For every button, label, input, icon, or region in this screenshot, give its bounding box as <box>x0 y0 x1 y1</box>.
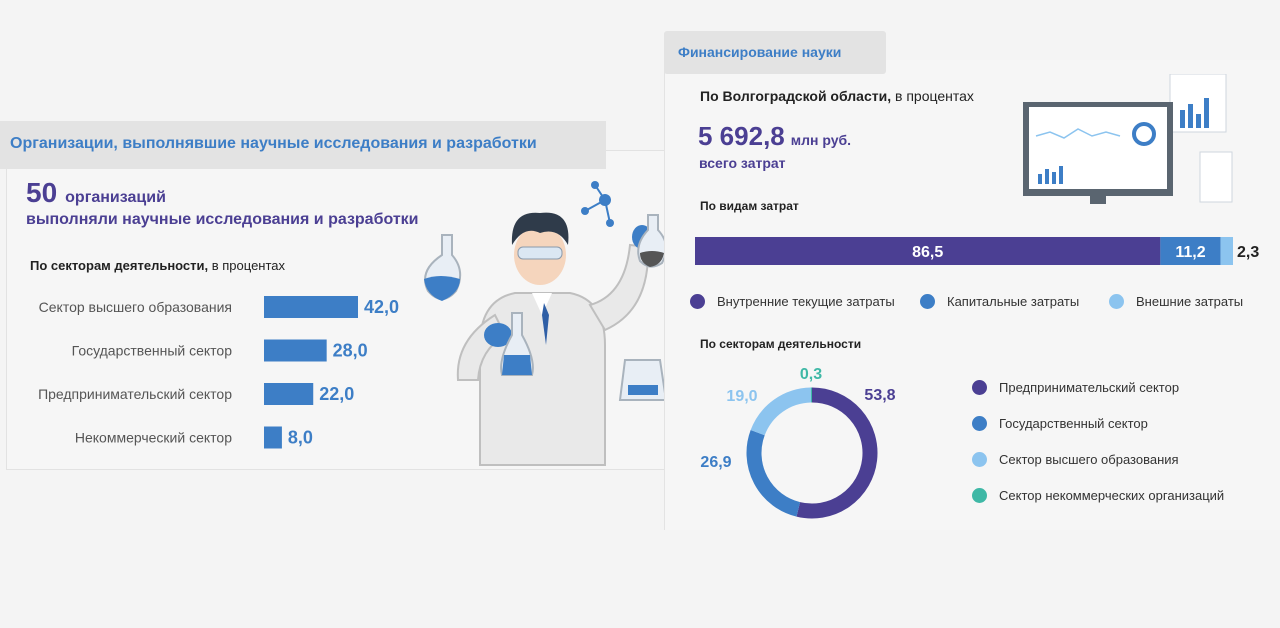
legend-item-nonprofit-sector: Сектор некоммерческих организаций <box>972 488 1224 503</box>
region-subtitle-bold: По Волгоградской области, <box>700 88 892 104</box>
org-count-unit: организаций <box>65 189 166 206</box>
monitor-illustration <box>1023 74 1233 204</box>
sectors-chart-title-rest: в процентах <box>208 258 286 273</box>
research-orgs-title-bar: Организации, выполнявшие научные исследо… <box>0 121 606 169</box>
legend-item-external-costs: Внешние затраты <box>1109 294 1243 309</box>
org-count-subtitle: выполняли научные исследования и разрабо… <box>26 211 419 228</box>
legend-label-external-costs: Внешние затраты <box>1136 294 1244 309</box>
legend-dot-business-sector <box>972 380 987 395</box>
sectors-chart-title-bold: По секторам деятельности, <box>30 258 209 273</box>
total-spending-subtitle: всего затрат <box>699 155 786 171</box>
total-spending-unit: млн руб. <box>790 132 852 148</box>
region-subtitle-rest: в процентах <box>891 88 974 104</box>
legend-dot-internal-costs <box>690 294 705 309</box>
org-count-value: 50 <box>26 177 58 208</box>
legend-label-business-sector: Предпринимательский сектор <box>999 380 1180 395</box>
sectors-chart-title: По секторам деятельности, в процентах <box>30 258 285 273</box>
org-count: 50 организаций <box>26 177 166 209</box>
legend-label-internal-costs: Внутренние текущие затраты <box>717 294 895 309</box>
legend-label-capital-costs: Капитальные затраты <box>947 294 1080 309</box>
sector-donut-title: По секторам деятельности <box>700 337 862 351</box>
funding-title-bar: Финансирование науки <box>664 31 886 74</box>
research-orgs-title: Организации, выполнявшие научные исследо… <box>10 135 537 152</box>
legend-item-government-sector: Государственный сектор <box>972 416 1148 431</box>
legend-dot-higher-education-sector <box>972 452 987 467</box>
legend-label-higher-education-sector: Сектор высшего образования <box>999 452 1179 467</box>
legend-item-capital-costs: Капитальные затраты <box>920 294 1079 309</box>
legend-label-nonprofit-sector: Сектор некоммерческих организаций <box>999 488 1225 503</box>
legend-item-business-sector: Предпринимательский сектор <box>972 380 1179 395</box>
scientist-illustration <box>424 181 668 466</box>
legend-label-government-sector: Государственный сектор <box>999 416 1148 431</box>
region-subtitle: По Волгоградской области, в процентах <box>700 88 974 104</box>
funding-title: Финансирование науки <box>678 44 842 60</box>
total-spending-value: 5 692,8 <box>698 121 785 151</box>
legend-dot-external-costs <box>1109 294 1124 309</box>
legend-item-higher-education-sector: Сектор высшего образования <box>972 452 1179 467</box>
total-spending: 5 692,8 млн руб. <box>698 121 851 152</box>
cost-type-chart-title: По видам затрат <box>700 199 799 213</box>
legend-dot-nonprofit-sector <box>972 488 987 503</box>
legend-dot-government-sector <box>972 416 987 431</box>
legend-item-internal-costs: Внутренние текущие затраты <box>690 294 895 309</box>
legend-dot-capital-costs <box>920 294 935 309</box>
